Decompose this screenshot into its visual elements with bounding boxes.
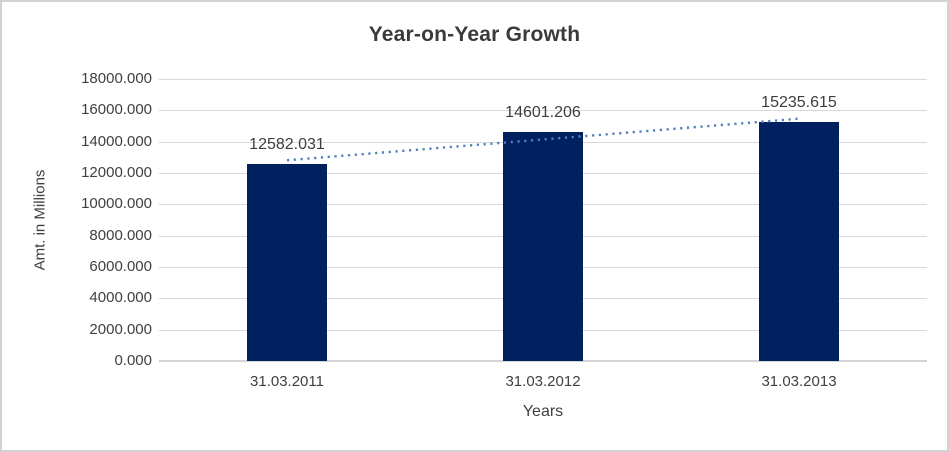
y-tick-label: 2000.000 bbox=[89, 320, 152, 338]
x-tick-label: 31.03.2012 bbox=[505, 373, 581, 390]
y-tick-label: 6000.000 bbox=[89, 258, 152, 275]
x-tick-label: 31.03.2011 bbox=[250, 373, 324, 390]
x-tick-label: 31.03.2013 bbox=[761, 373, 837, 390]
chart-title: Year-on-Year Growth bbox=[368, 23, 581, 46]
data-label: 15235.615 bbox=[761, 94, 837, 112]
y-tick-label: 10000.000 bbox=[81, 195, 152, 213]
y-tick-label: 14000.000 bbox=[81, 132, 152, 150]
x-axis-title: Years bbox=[522, 403, 564, 420]
bar-31.03.2011 bbox=[247, 163, 327, 361]
data-label: 14601.206 bbox=[505, 104, 581, 122]
bar-31.03.2012 bbox=[503, 132, 583, 361]
plot-area bbox=[159, 79, 927, 362]
y-tick-label: 8000.000 bbox=[89, 226, 152, 244]
y-tick-label: 12000.000 bbox=[81, 164, 152, 181]
gridline bbox=[159, 110, 927, 112]
y-axis-title: Amt. in Millions bbox=[31, 169, 49, 271]
y-tick-label: 4000.000 bbox=[89, 289, 152, 307]
data-label: 12582.031 bbox=[249, 135, 325, 153]
y-tick-label: 18000.000 bbox=[81, 70, 152, 87]
y-tick-label: 0.000 bbox=[114, 352, 152, 369]
bar-31.03.2013 bbox=[759, 122, 839, 361]
gridline bbox=[159, 79, 927, 80]
x-axis-line bbox=[159, 360, 927, 362]
y-tick-label: 16000.000 bbox=[81, 101, 152, 119]
